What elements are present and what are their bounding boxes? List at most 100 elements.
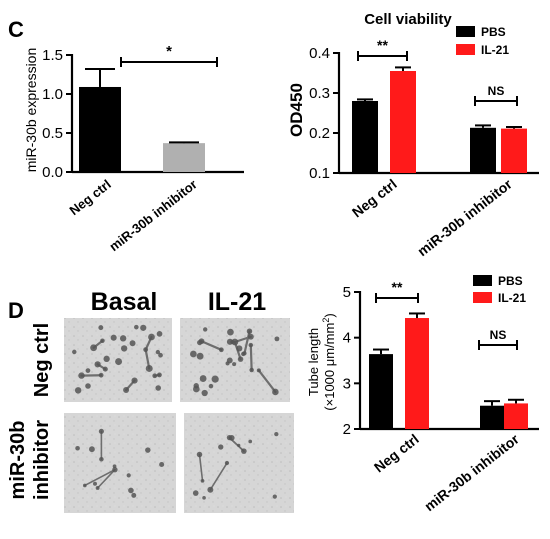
x-tick-label: Neg ctrl [349,176,400,221]
cell-node [192,385,200,393]
cell-node [134,324,139,330]
cell-node [237,356,244,362]
bar [504,403,528,429]
cell-node [207,486,214,493]
cell-node [143,347,149,353]
cell-node [75,445,80,451]
legend-label: PBS [481,25,506,39]
cell-node [99,456,104,462]
cell-node [74,387,82,394]
cell-node [224,460,230,466]
cell-node [225,361,230,366]
y-axis-label-line2: (×1000 μm/mm2) [321,313,337,410]
cell-node [218,347,224,353]
y-tick-label: 0.2 [309,125,330,142]
column-header-il21: IL-21 [208,288,266,316]
cell-node [248,342,254,348]
cell-node [145,364,153,372]
cell-node [249,367,254,373]
cell-node [131,377,138,384]
panel-label-c: C [8,17,24,42]
cell-node [126,473,131,478]
cell-node [208,383,214,389]
significance-bracket-neg-ctrl-label: ** [377,37,388,53]
bar [390,71,416,173]
significance-bracket-neg-ctrl-label: ** [392,279,403,295]
x-tick-label: miR-30b inhibitor [421,430,522,514]
cell-node [237,443,241,448]
row-label-inhibitor-line2: inhibitor [31,420,53,500]
bar [163,143,205,172]
cell-node [158,352,163,358]
cell-node [148,333,155,341]
y-tick-label: 1.5 [42,47,63,64]
cell-node [196,352,204,360]
cell-node [236,345,243,352]
cell-cord [198,453,204,482]
cell-node [112,467,118,473]
cell-node [85,383,91,389]
legend-label: IL-21 [498,291,526,305]
cell-node [218,444,224,450]
micrograph-basal-inhibitor [64,413,176,513]
cell-node [129,340,136,347]
cell-node [190,350,197,358]
cell-node [98,428,104,434]
cell-node [230,339,235,345]
cell-node [203,327,208,332]
cell-node [274,336,280,342]
cell-node [120,345,128,352]
cell-node [93,481,97,486]
y-tick-label: 5 [343,284,351,301]
bar [369,354,393,429]
bar [501,128,527,173]
cell-node [155,349,161,355]
micrograph-il21-inhibitor [184,413,294,513]
cell-node [155,385,161,391]
cell-node [100,338,105,344]
bar [79,86,121,172]
cell-node [228,434,235,441]
cell-node [192,490,199,496]
bar [480,405,504,429]
cell-node [232,362,237,367]
y-tick-label: 3 [343,375,351,392]
x-tick-label: Neg ctrl [371,431,422,476]
legend-swatch [473,292,492,303]
x-tick-label: Neg ctrl [66,177,113,219]
y-tick-label: 0.5 [42,125,63,142]
legend-swatch [473,275,492,286]
mir30b-expression-chart: miR-30b expression 0.0 0.5 1.0 1.5 * Neg ctrl… [23,43,244,254]
cell-node [115,358,123,366]
x-tick-label: miR-30b inhibitor [106,177,199,255]
cell-node [159,461,165,468]
cell-node [196,451,203,458]
cell-cord [209,462,228,491]
cell-node [85,368,91,373]
y-axis-label: OD450 [287,83,306,137]
cell-node [89,446,95,453]
significance-bracket-label: * [166,43,172,60]
cell-node [272,388,279,396]
cell-viability-chart: Cell viability OD450 0.1 0.2 0.3 0.4 ** NS PBS… [287,11,539,259]
significance-bracket-inhibitor-label: NS [490,328,507,342]
y-axis-label-line1: Tube length [306,328,321,396]
cell-node [248,439,253,444]
cell-node [140,324,147,331]
cell-node [247,333,254,340]
bar [352,101,378,173]
y-tick-label: 0.1 [309,165,330,182]
cell-node [256,368,261,373]
cell-node [94,361,101,368]
cell-node [78,372,85,379]
legend-swatch [456,26,475,37]
cell-node [198,338,205,345]
legend-label: PBS [498,274,523,288]
bar [405,318,429,429]
cell-node [128,487,134,494]
y-tick-label: 4 [343,330,351,347]
cell-cord [257,369,277,394]
cell-node [102,366,108,372]
cell-node [145,447,151,453]
